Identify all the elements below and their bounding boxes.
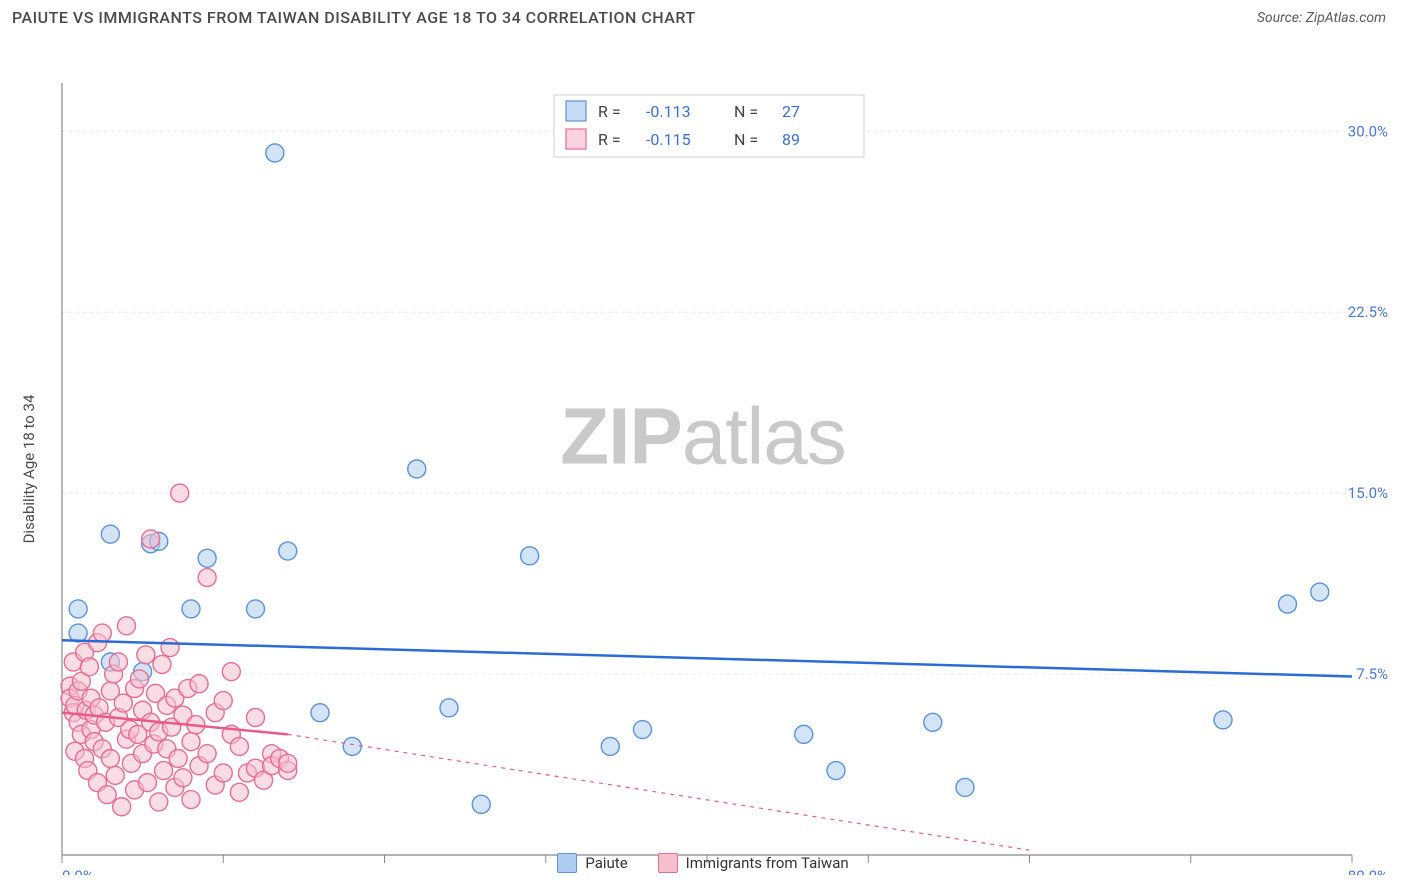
scatter-point xyxy=(601,737,619,755)
legend-item: Paiute xyxy=(557,853,627,873)
legend-label: Paiute xyxy=(585,854,627,872)
scatter-point xyxy=(138,774,156,792)
svg-text:30.0%: 30.0% xyxy=(1348,122,1388,140)
scatter-point xyxy=(472,795,490,813)
legend-swatch xyxy=(557,853,577,873)
scatter-point xyxy=(247,600,265,618)
svg-text:N =: N = xyxy=(734,102,758,121)
svg-text:Disability Age 18 to 34: Disability Age 18 to 34 xyxy=(20,394,38,543)
scatter-point xyxy=(169,750,187,768)
scatter-point xyxy=(106,766,124,784)
scatter-point xyxy=(130,670,148,688)
scatter-point xyxy=(198,745,216,763)
scatter-point xyxy=(521,547,539,565)
scatter-point xyxy=(150,793,168,811)
legend-label: Immigrants from Taiwan xyxy=(686,854,849,872)
svg-text:27: 27 xyxy=(782,102,800,121)
scatter-point xyxy=(634,721,652,739)
chart-container: 7.5%15.0%22.5%30.0%0.0%80.0%Disability A… xyxy=(14,35,1392,875)
scatter-point xyxy=(174,769,192,787)
svg-text:N =: N = xyxy=(734,130,758,149)
scatter-point xyxy=(230,737,248,755)
scatter-point xyxy=(182,733,200,751)
svg-text:7.5%: 7.5% xyxy=(1356,665,1388,683)
scatter-point xyxy=(279,754,297,772)
bottom-legend: Paiute Immigrants from Taiwan xyxy=(14,853,1392,873)
scatter-point xyxy=(161,639,179,657)
scatter-point xyxy=(93,624,111,642)
svg-text:-0.115: -0.115 xyxy=(646,130,691,149)
svg-text:R =: R = xyxy=(598,102,621,121)
chart-title: PAIUTE VS IMMIGRANTS FROM TAIWAN DISABIL… xyxy=(12,8,696,27)
scatter-point xyxy=(80,658,98,676)
legend-item: Immigrants from Taiwan xyxy=(658,853,849,873)
scatter-point xyxy=(113,798,131,816)
scatter-point xyxy=(198,569,216,587)
svg-text:89: 89 xyxy=(782,130,800,149)
scatter-point xyxy=(182,791,200,809)
scatter-point xyxy=(408,460,426,478)
scatter-point xyxy=(279,542,297,560)
scatter-point xyxy=(222,663,240,681)
trend-line xyxy=(62,640,1352,676)
scatter-point xyxy=(198,549,216,567)
scatter-point xyxy=(182,600,200,618)
scatter-point xyxy=(214,764,232,782)
scatter-point xyxy=(795,725,813,743)
svg-text:22.5%: 22.5% xyxy=(1348,303,1388,321)
scatter-point xyxy=(101,750,119,768)
scatter-point xyxy=(153,655,171,673)
scatter-point xyxy=(440,699,458,717)
scatter-chart: 7.5%15.0%22.5%30.0%0.0%80.0%Disability A… xyxy=(14,35,1392,875)
svg-text:-0.113: -0.113 xyxy=(646,102,691,121)
svg-text:15.0%: 15.0% xyxy=(1348,484,1388,502)
scatter-point xyxy=(171,484,189,502)
scatter-point xyxy=(142,530,160,548)
scatter-point xyxy=(137,646,155,664)
source-label: Source: ZipAtlas.com xyxy=(1257,10,1386,26)
scatter-point xyxy=(827,762,845,780)
scatter-point xyxy=(1311,583,1329,601)
scatter-point xyxy=(118,617,136,635)
scatter-point xyxy=(98,786,116,804)
scatter-point xyxy=(190,675,208,693)
scatter-point xyxy=(101,525,119,543)
legend-swatch xyxy=(658,853,678,873)
scatter-point xyxy=(230,783,248,801)
scatter-point xyxy=(214,692,232,710)
scatter-point xyxy=(69,600,87,618)
scatter-point xyxy=(343,737,361,755)
trend-line-extended xyxy=(288,734,1030,850)
scatter-point xyxy=(155,762,173,780)
scatter-point xyxy=(266,144,284,162)
scatter-point xyxy=(1279,595,1297,613)
scatter-point xyxy=(924,713,942,731)
scatter-point xyxy=(247,708,265,726)
scatter-point xyxy=(1214,711,1232,729)
scatter-point xyxy=(956,778,974,796)
scatter-point xyxy=(109,653,127,671)
svg-text:R =: R = xyxy=(598,130,621,149)
scatter-point xyxy=(311,704,329,722)
